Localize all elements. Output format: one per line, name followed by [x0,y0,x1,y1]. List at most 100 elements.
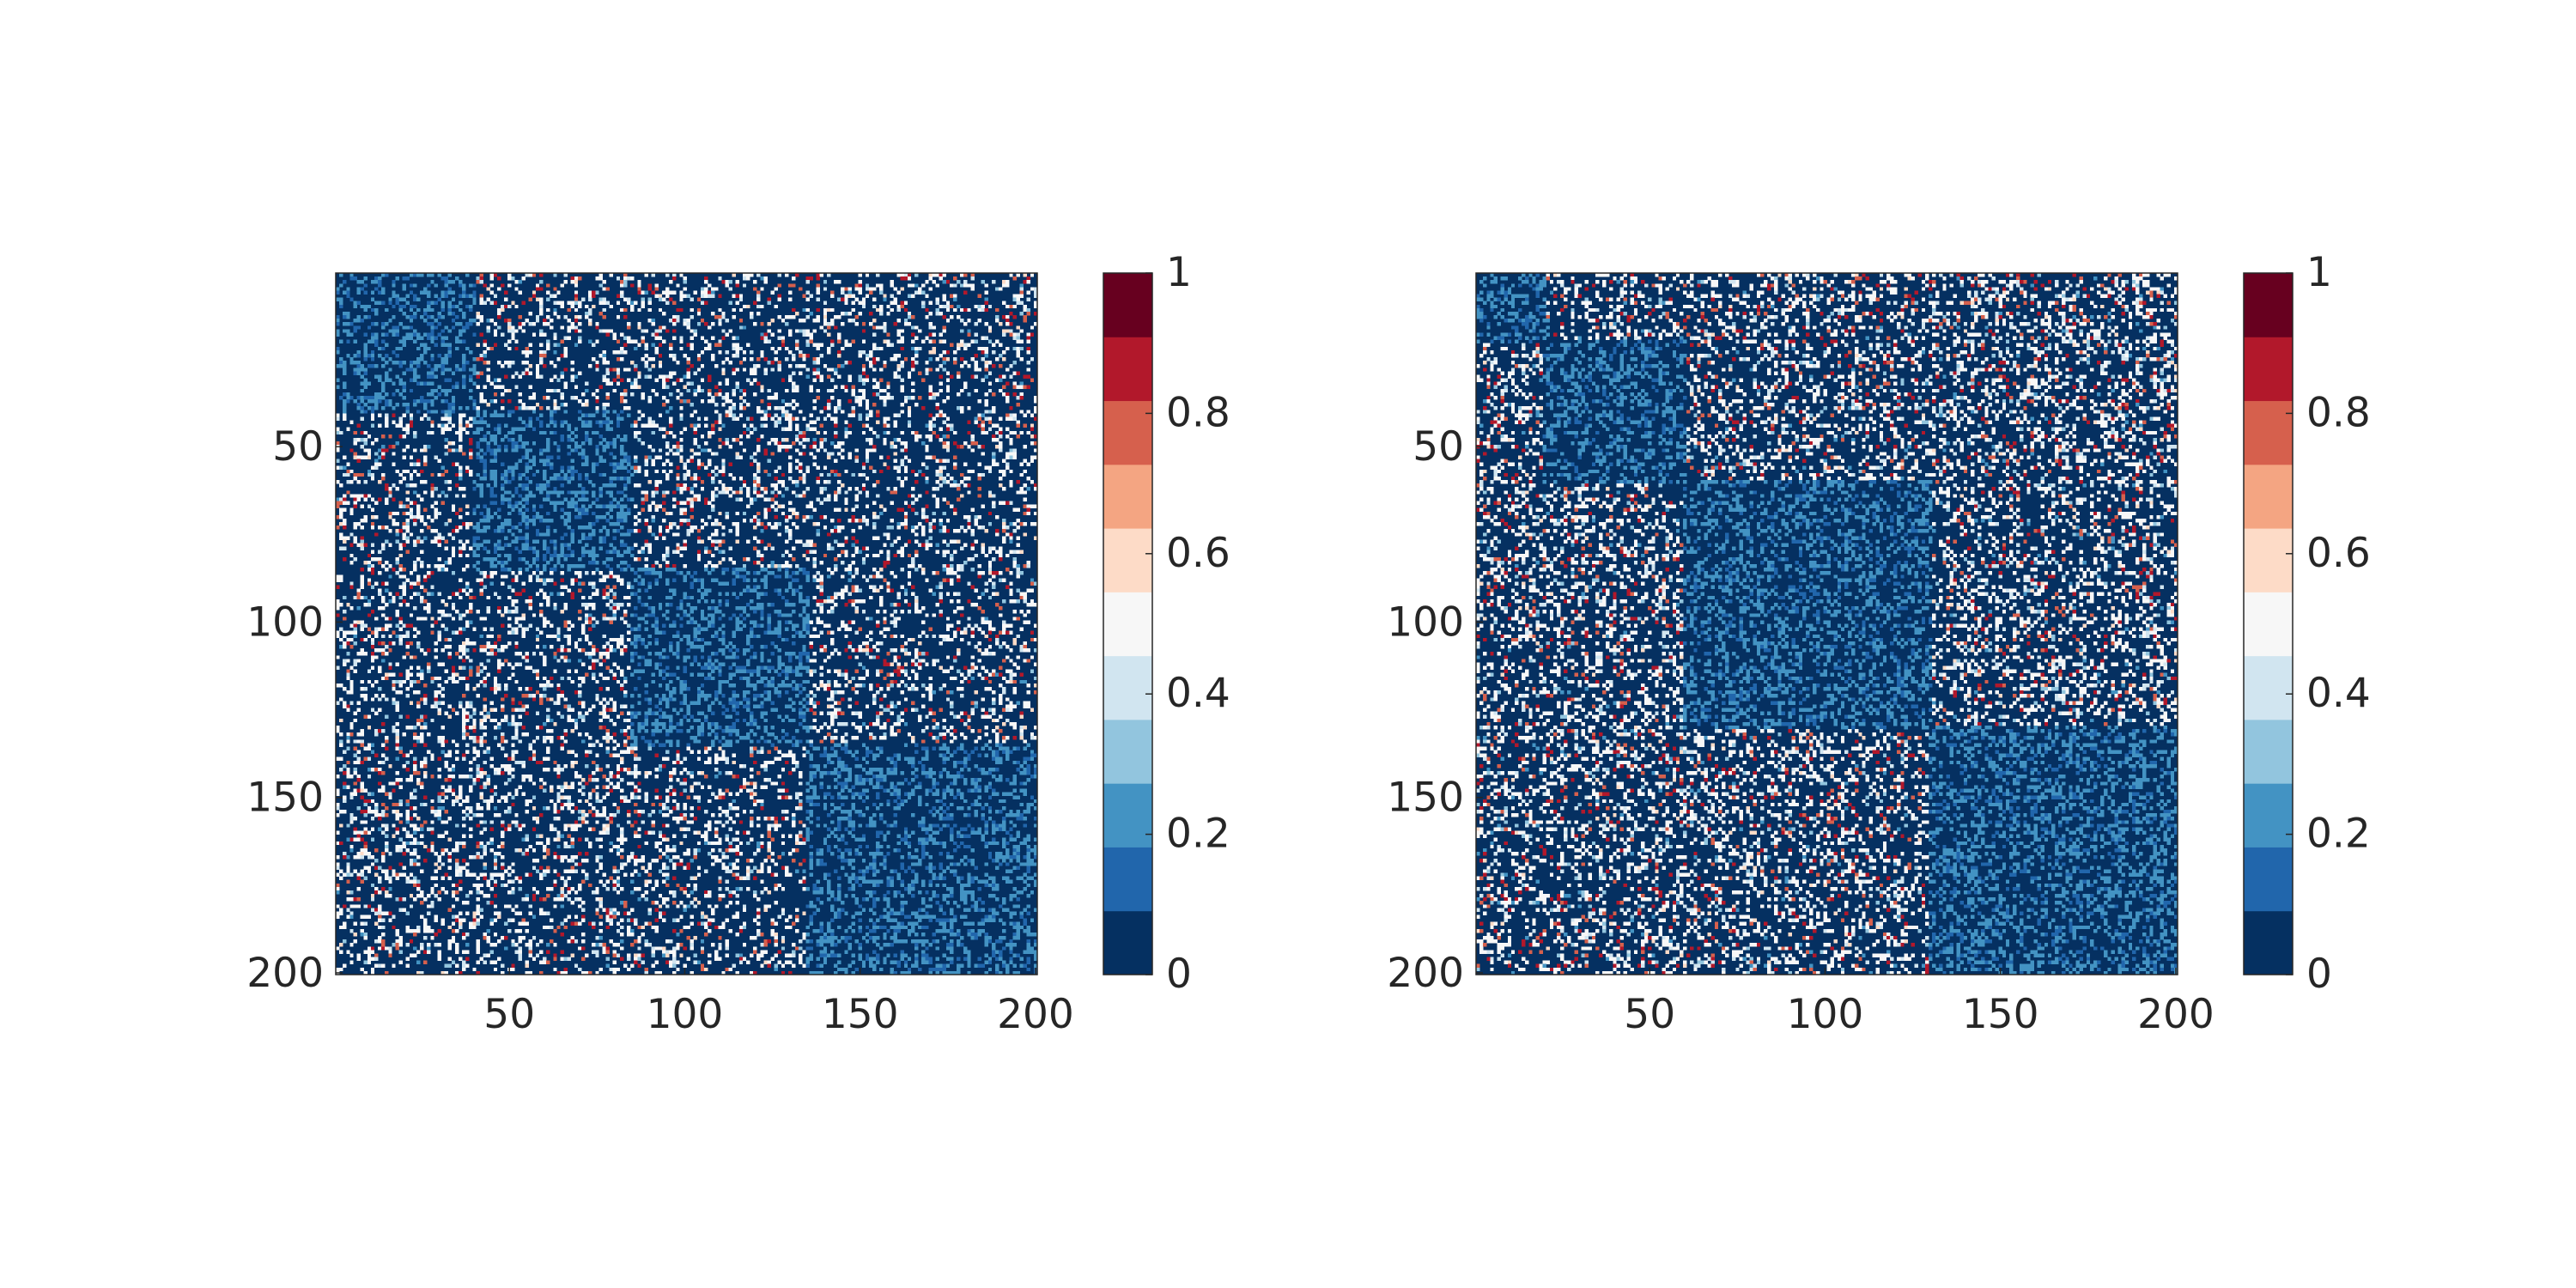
heatmap-cell [1005,554,1009,557]
heatmap-cell [343,403,346,406]
heatmap-cell [725,399,728,403]
heatmap-cell [718,276,721,280]
heatmap-cell [556,315,560,319]
heatmap-cell [883,532,886,536]
heatmap-cell [644,364,647,368]
heatmap-cell [501,332,504,336]
heatmap-cell [848,431,851,434]
heatmap-cell [750,416,753,420]
heatmap-cell [866,490,869,494]
heatmap-cell [648,287,652,290]
heatmap-cell [606,532,610,536]
heatmap-cell [483,463,487,466]
heatmap-cell [364,519,368,522]
heatmap-cell [627,337,630,340]
heatmap-cell [837,519,841,522]
heatmap-cell [946,571,950,574]
heatmap-cell [598,473,602,477]
heatmap-cell [445,522,448,526]
heatmap-cell [343,494,346,497]
heatmap-cell [921,529,925,532]
heatmap-cell [526,487,529,490]
heatmap-cell [1027,374,1030,378]
heatmap-cell [627,508,630,512]
heatmap-cell [932,396,935,399]
heatmap-cell [844,312,848,315]
heatmap-cell [939,466,943,470]
heatmap-cell [679,290,683,294]
heatmap-cell [939,519,943,522]
heatmap-cell [504,305,507,308]
heatmap-cell [953,550,957,554]
heatmap-cell [543,497,546,501]
heatmap-cell [830,441,834,445]
heatmap-cell [543,396,546,399]
heatmap-cell [767,406,770,410]
heatmap-cell [469,470,472,473]
heatmap-cell [687,389,690,392]
heatmap-cell [511,332,514,336]
heatmap-cell [690,477,694,480]
heatmap-cell [704,301,708,305]
heatmap-cell [669,290,672,294]
heatmap-cell [788,466,792,470]
heatmap-cell [637,529,641,532]
heatmap-cell [690,424,694,428]
heatmap-cell [543,483,546,487]
heatmap-cell [788,332,792,336]
heatmap-cell [999,470,1002,473]
heatmap-cell [578,477,581,480]
heatmap-cell [743,350,746,354]
heatmap-cell [655,480,659,483]
heatmap-cell [999,501,1002,505]
heatmap-cell [620,519,623,522]
heatmap-cell [655,392,659,396]
heatmap-cell [809,276,812,280]
heatmap-cell [403,536,406,539]
heatmap-cell [357,319,361,322]
heatmap-cell [395,512,398,515]
heatmap-cell [526,561,529,564]
heatmap-cell [817,532,820,536]
heatmap-cell [634,466,637,470]
heatmap-cell [574,470,578,473]
heatmap-cell [767,389,770,392]
heatmap-cell [943,357,946,361]
heatmap-cell [371,508,374,512]
heatmap-cell [729,399,732,403]
heatmap-cell [827,497,830,501]
heatmap-cell [637,512,641,515]
heatmap-cell [469,308,472,312]
heatmap-cell [610,463,613,466]
heatmap-cell [592,490,595,494]
heatmap-cell [339,501,343,505]
heatmap-cell [430,392,434,396]
heatmap-cell [799,477,802,480]
heatmap-cell [578,539,581,543]
heatmap-cell [1002,539,1005,543]
heatmap-cell [978,494,981,497]
heatmap-cell [817,347,820,350]
heatmap-cell [539,515,543,519]
heatmap-cell [872,501,876,505]
heatmap-cell [676,526,679,529]
heatmap-cell [714,287,718,290]
heatmap-cell [556,379,560,382]
heatmap-cell [967,319,970,322]
heatmap-cell [560,550,563,554]
heatmap-cell [756,448,760,452]
heatmap-cell [459,413,462,416]
heatmap-cell [813,522,817,526]
heatmap-cell [578,399,581,403]
heatmap-cell [494,564,497,568]
heatmap-cell [339,301,343,305]
heatmap-cell [1002,526,1005,529]
heatmap-cell [543,532,546,536]
heatmap-cell [662,403,665,406]
heatmap-cell [957,497,960,501]
heatmap-cell [550,539,553,543]
heatmap-cell [641,424,644,428]
heatmap-cell [641,508,644,512]
heatmap-cell [1012,298,1016,301]
heatmap-cell [690,315,694,319]
